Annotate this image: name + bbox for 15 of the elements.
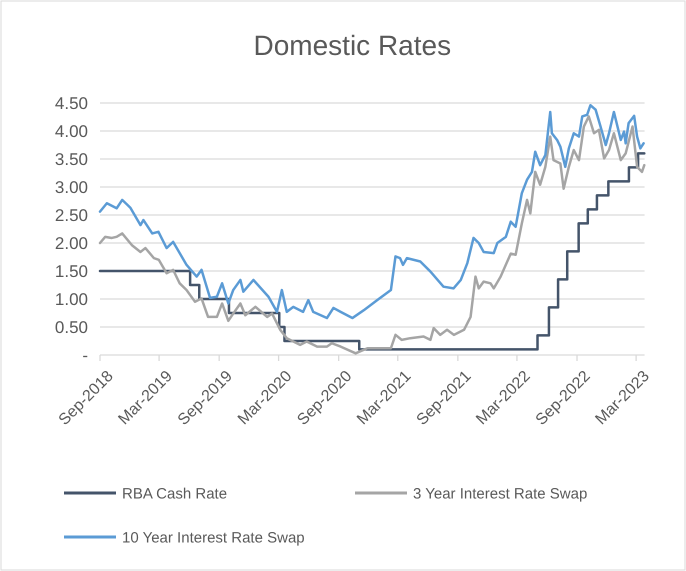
chart-title: Domestic Rates: [253, 30, 452, 61]
legend-label: 3 Year Interest Rate Swap: [413, 485, 588, 502]
y-tick-label: 1.00: [54, 290, 88, 309]
y-tick-label: 2.50: [54, 206, 88, 225]
line-series: [98, 104, 645, 320]
y-tick-label: 1.50: [54, 262, 88, 281]
y-tick-label: -: [82, 346, 88, 365]
legend-label: RBA Cash Rate: [122, 485, 228, 502]
y-tick-label: 3.00: [54, 178, 88, 197]
y-tick-label: 4.00: [54, 122, 88, 141]
y-tick-label: 2.00: [54, 234, 88, 253]
y-tick-label: 0.50: [54, 318, 88, 337]
y-tick-label: 4.50: [54, 94, 88, 113]
y-tick-label: 3.50: [54, 150, 88, 169]
legend-label: 10 Year Interest Rate Swap: [122, 529, 305, 546]
